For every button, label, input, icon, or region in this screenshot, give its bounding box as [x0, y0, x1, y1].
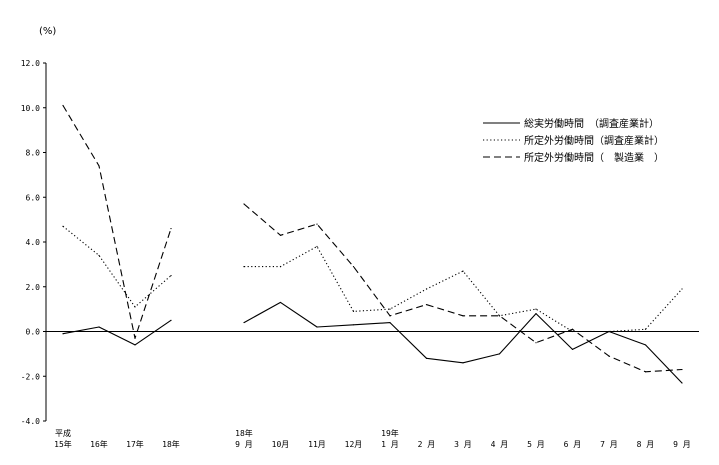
data-point	[571, 328, 574, 330]
x-tick-label-top: 19年	[381, 428, 399, 438]
data-point	[62, 225, 64, 227]
x-tick-label: 18年	[162, 439, 180, 449]
data-point	[170, 319, 172, 321]
data-point	[134, 306, 136, 308]
series-line-annual	[62, 225, 172, 308]
data-point	[279, 234, 282, 236]
data-point	[462, 270, 464, 272]
data-point	[62, 104, 64, 107]
series-3	[62, 104, 683, 373]
x-tick-label: 9 月	[235, 440, 253, 449]
series-line-monthly	[243, 203, 683, 373]
data-point	[425, 288, 428, 290]
y-tick-label: -2.0	[21, 372, 40, 381]
y-tick-label: 10.0	[21, 104, 40, 113]
series-line-monthly	[244, 245, 683, 333]
x-tick-label: 8 月	[637, 440, 655, 449]
y-tick-label: 12.0	[21, 59, 40, 68]
data-point	[389, 308, 391, 310]
x-tick-label: 16年	[90, 439, 108, 449]
data-point	[279, 301, 282, 304]
data-point	[316, 245, 318, 248]
data-point	[498, 353, 501, 355]
data-point	[425, 304, 428, 306]
data-point	[389, 321, 391, 324]
x-tick-label: 12月	[345, 440, 363, 449]
x-tick-label: 5 月	[527, 440, 545, 449]
x-tick-label: 4 月	[491, 440, 509, 449]
data-point	[498, 315, 501, 317]
data-point	[571, 348, 574, 350]
data-point	[170, 274, 172, 277]
series-line-annual	[62, 105, 172, 339]
legend-label: 総実労働時間 （調査産業計）	[524, 117, 659, 130]
data-point	[462, 362, 464, 364]
x-tick-label-top: 平成	[55, 428, 71, 438]
x-tick-label: 17年	[126, 439, 144, 449]
legend-label: 所定外労働時間（ 製造業 ）	[524, 151, 664, 164]
x-tick-label: 2 月	[418, 440, 436, 449]
legend: 総実労働時間 （調査産業計） 所定外労働時間（調査産業計） 所定外労働時間（ 製造業…	[483, 117, 664, 164]
y-tick-label: 2.0	[26, 283, 41, 292]
unit-label: (%)	[39, 26, 56, 37]
data-point	[389, 315, 391, 317]
data-point	[608, 330, 610, 333]
data-point	[681, 368, 683, 371]
y-tick-label: 8.0	[26, 149, 41, 158]
data-point	[352, 324, 355, 326]
data-point	[279, 266, 282, 268]
data-point	[608, 355, 610, 357]
data-point	[316, 326, 318, 328]
x-tick-label: 9 月	[673, 440, 691, 449]
y-tick-label: 6.0	[26, 193, 41, 202]
x-tick-label: 11月	[308, 440, 326, 449]
data-point	[425, 357, 428, 359]
data-point	[644, 371, 647, 373]
data-point	[98, 326, 100, 328]
x-tick-label: 15年	[54, 439, 72, 449]
data-point	[352, 310, 355, 312]
x-tick-label: 6 月	[564, 440, 582, 449]
series-layer	[62, 104, 683, 384]
data-point	[571, 330, 574, 333]
data-point	[134, 344, 136, 346]
data-point	[98, 165, 100, 167]
data-point	[681, 288, 683, 290]
data-point	[535, 313, 537, 315]
series-line-annual	[62, 319, 172, 346]
x-tick-label-top: 18年	[235, 428, 253, 438]
data-point	[243, 203, 245, 205]
x-tick-label: 1 月	[381, 440, 399, 449]
data-point	[644, 344, 647, 346]
data-point	[535, 308, 537, 310]
data-point	[243, 321, 245, 324]
y-tick-label: 4.0	[26, 238, 41, 247]
data-point	[681, 382, 683, 384]
y-tick-label: 0.0	[26, 328, 41, 337]
series-2	[62, 225, 683, 333]
data-point	[316, 223, 318, 225]
y-tick-label: -4.0	[21, 417, 40, 426]
data-point	[644, 328, 647, 330]
data-point	[243, 266, 245, 268]
series-line-monthly	[243, 301, 683, 384]
series-1	[62, 301, 683, 384]
data-point	[352, 266, 355, 268]
data-point	[134, 337, 136, 339]
data-point	[462, 315, 464, 317]
data-point	[535, 342, 537, 344]
x-tick-label: 7 月	[600, 440, 618, 449]
legend-label: 所定外労働時間（調査産業計）	[524, 134, 664, 147]
y-axis-ticks: 12.0 10.0 8.0 6.0 4.0 2.0 0.0 -2.0 -4.0	[21, 59, 46, 426]
data-point	[98, 254, 100, 257]
data-point	[62, 333, 64, 335]
x-tick-label: 10月	[272, 440, 290, 449]
data-point	[170, 227, 172, 230]
x-tick-label: 3 月	[454, 440, 472, 449]
